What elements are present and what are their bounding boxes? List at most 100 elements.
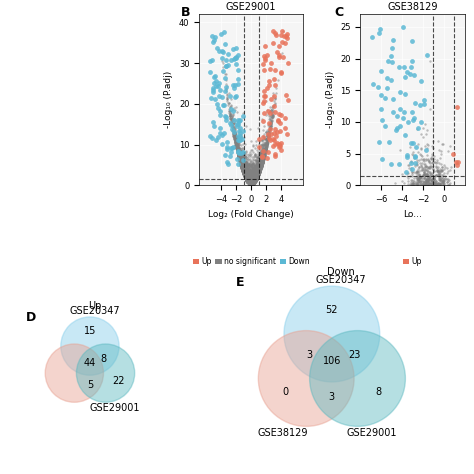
Point	[253, 176, 260, 183]
Point	[233, 140, 241, 147]
Point	[241, 173, 248, 181]
Point	[232, 136, 239, 143]
Point	[248, 176, 255, 184]
Point	[244, 178, 251, 185]
Point	[410, 114, 418, 122]
Point	[251, 176, 258, 184]
Point	[246, 178, 253, 185]
Point	[433, 180, 441, 188]
Circle shape	[258, 330, 354, 426]
Point	[250, 180, 257, 188]
Point	[244, 172, 252, 180]
Point	[252, 176, 259, 183]
Point	[251, 176, 258, 183]
Point	[269, 102, 277, 110]
Point	[249, 180, 257, 187]
Point	[251, 174, 258, 182]
Point	[210, 84, 217, 92]
Point	[408, 181, 415, 189]
Point	[243, 175, 251, 183]
Point	[252, 174, 260, 182]
Point	[247, 178, 255, 185]
Point	[259, 156, 267, 164]
Point	[251, 172, 259, 180]
Point	[275, 117, 283, 124]
Point	[251, 170, 259, 177]
Point	[252, 175, 260, 182]
Point	[269, 109, 277, 116]
Point	[251, 178, 259, 185]
Point	[235, 149, 242, 157]
Point	[403, 153, 411, 160]
Point	[243, 177, 251, 184]
Point	[265, 130, 273, 138]
Point	[248, 180, 255, 187]
Point	[241, 173, 248, 181]
Point	[262, 144, 269, 152]
Point	[235, 153, 242, 161]
Point	[253, 173, 260, 181]
Point	[241, 172, 249, 180]
Point	[259, 154, 266, 161]
Point	[375, 29, 383, 37]
Point	[432, 182, 440, 189]
Point	[238, 156, 246, 164]
Point	[240, 161, 247, 169]
Point	[237, 161, 245, 169]
Point	[240, 166, 248, 173]
Point	[256, 148, 264, 156]
Point	[243, 154, 250, 161]
Point	[232, 128, 239, 136]
Point	[250, 170, 258, 178]
Point	[236, 156, 243, 164]
Point	[255, 170, 262, 177]
Point	[243, 177, 251, 185]
Point	[241, 163, 249, 171]
Point	[260, 147, 268, 155]
Point	[232, 136, 239, 143]
Y-axis label: -Log₁₀ (P.adj): -Log₁₀ (P.adj)	[326, 71, 335, 128]
Point	[237, 155, 245, 162]
Point	[265, 131, 273, 139]
Point	[256, 152, 264, 160]
Point	[249, 175, 257, 182]
Point	[256, 163, 264, 170]
Point	[424, 182, 432, 189]
Point	[248, 176, 256, 184]
Point	[422, 179, 430, 187]
Point	[420, 168, 428, 175]
Point	[237, 161, 244, 168]
Point	[257, 160, 264, 168]
Point	[267, 108, 274, 115]
Point	[248, 175, 256, 182]
Point	[244, 175, 252, 182]
Point	[251, 178, 259, 185]
Point	[254, 158, 262, 165]
Point	[253, 174, 261, 182]
Point	[248, 167, 256, 174]
Point	[235, 156, 243, 164]
Point	[253, 174, 261, 182]
Point	[430, 174, 438, 182]
Point	[261, 152, 268, 159]
Point	[257, 154, 264, 162]
Point	[252, 177, 260, 184]
Point	[233, 141, 240, 148]
Point	[241, 173, 248, 181]
Point	[252, 171, 260, 179]
Point	[272, 66, 279, 74]
Point	[248, 180, 255, 187]
Point	[260, 153, 268, 160]
Point	[264, 132, 272, 140]
Point	[248, 174, 255, 182]
Point	[256, 160, 264, 167]
Point	[234, 145, 241, 153]
Point	[252, 174, 259, 182]
Point	[227, 101, 235, 109]
Point	[244, 174, 251, 182]
Point	[258, 158, 265, 165]
Point	[255, 164, 263, 172]
Point	[237, 156, 244, 164]
Point	[431, 172, 438, 180]
Point	[256, 156, 264, 164]
